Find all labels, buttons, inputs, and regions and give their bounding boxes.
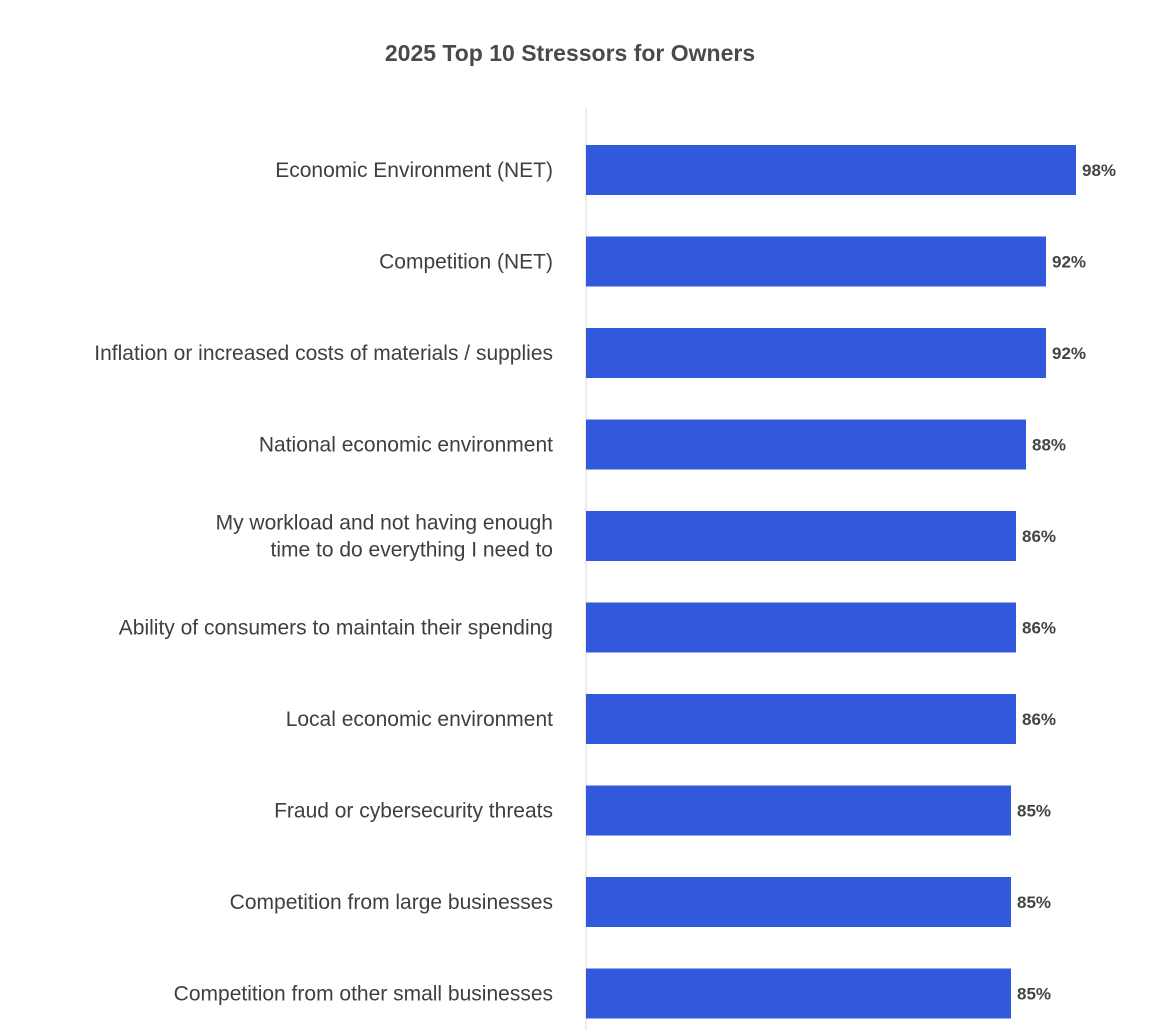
bar-value-label: 92% <box>1052 253 1086 272</box>
bar <box>586 602 1016 653</box>
bar <box>586 419 1026 470</box>
category-label: National economic environment <box>259 434 553 457</box>
category-label: Inflation or increased costs of material… <box>94 342 553 365</box>
bar <box>586 968 1011 1019</box>
bar-value-label: 85% <box>1017 893 1051 912</box>
bar-value-label: 86% <box>1022 710 1056 729</box>
category-label: Competition from other small businesses <box>174 983 553 1006</box>
bar-value-label: 86% <box>1022 527 1056 546</box>
bar-value-label: 85% <box>1017 985 1051 1004</box>
chart-title: 2025 Top 10 Stressors for Owners <box>384 40 756 66</box>
bar <box>586 328 1046 378</box>
bar <box>586 877 1011 927</box>
bar <box>586 511 1016 561</box>
category-label: Economic Environment (NET) <box>275 159 553 182</box>
category-label: Ability of consumers to maintain their s… <box>119 617 553 640</box>
category-label: Competition (NET) <box>379 251 553 274</box>
bar-value-label: 98% <box>1082 161 1116 180</box>
category-label: My workload and not having enough <box>216 512 553 535</box>
category-label: time to do everything I need to <box>270 539 553 562</box>
bar-value-label: 88% <box>1032 436 1066 455</box>
bar <box>586 145 1076 195</box>
bar <box>586 785 1011 836</box>
bar <box>586 694 1016 744</box>
category-label: Competition from large businesses <box>230 891 553 914</box>
bar-value-label: 85% <box>1017 802 1051 821</box>
bar <box>586 236 1046 287</box>
category-label: Local economic environment <box>286 708 553 731</box>
bar-value-label: 92% <box>1052 344 1086 363</box>
category-label: Fraud or cybersecurity threats <box>274 800 553 823</box>
bar-value-label: 86% <box>1022 619 1056 638</box>
